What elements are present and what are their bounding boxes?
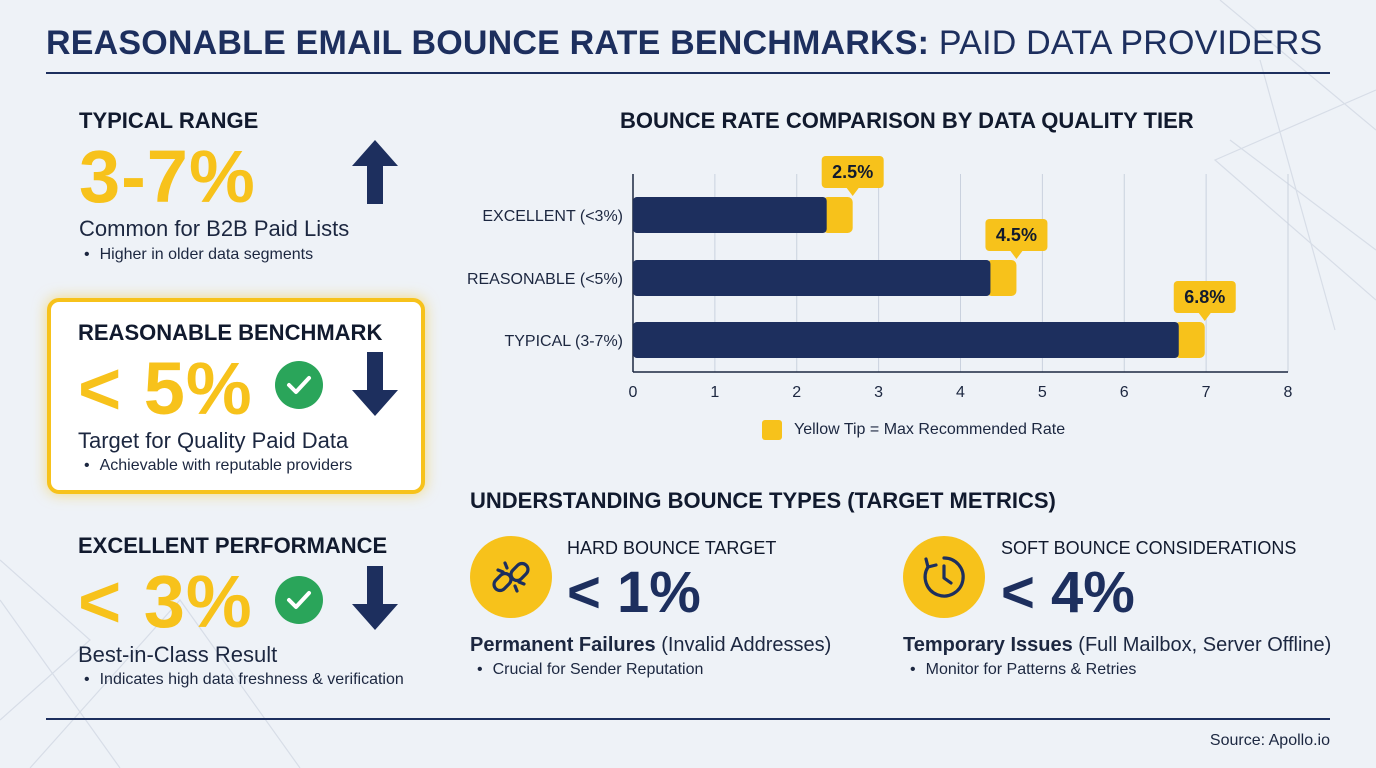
bar-tip bbox=[822, 197, 853, 233]
arrow-up-icon bbox=[352, 140, 398, 209]
excellent-performance-value: < 3% bbox=[78, 560, 253, 643]
reasonable-benchmark-value: < 5% bbox=[78, 347, 253, 430]
data-label: 6.8% bbox=[1184, 287, 1225, 307]
title-light: PAID DATA PROVIDERS bbox=[938, 24, 1323, 62]
x-tick-label: 0 bbox=[629, 384, 638, 401]
hard-bounce-bullet: Crucial for Sender Reputation bbox=[477, 661, 704, 679]
footer-divider bbox=[46, 718, 1330, 720]
reasonable-benchmark-heading: REASONABLE BENCHMARK bbox=[78, 320, 383, 345]
reasonable-benchmark-subtitle: Target for Quality Paid Data bbox=[78, 428, 349, 453]
x-tick-label: 4 bbox=[956, 384, 965, 401]
source-credit: Source: Apollo.io bbox=[1209, 732, 1330, 749]
clock-retry-icon bbox=[903, 536, 985, 618]
excellent-performance-bullet: Indicates high data freshness & verifica… bbox=[84, 671, 404, 689]
page-title: REASONABLE EMAIL BOUNCE RATE BENCHMARKS:… bbox=[46, 24, 1322, 63]
arrow-down-icon bbox=[352, 352, 398, 421]
data-label-pointer bbox=[1010, 251, 1023, 259]
excellent-performance-heading: EXCELLENT PERFORMANCE bbox=[78, 533, 388, 558]
x-tick-label: 5 bbox=[1038, 384, 1047, 401]
data-label: 2.5% bbox=[832, 162, 873, 182]
chart-title: BOUNCE RATE COMPARISON BY DATA QUALITY T… bbox=[620, 108, 1194, 133]
chart-legend: Yellow Tip = Max Recommended Rate bbox=[762, 420, 1065, 440]
data-label: 4.5% bbox=[996, 225, 1037, 245]
soft-bounce-label: SOFT BOUNCE CONSIDERATIONS bbox=[1001, 538, 1297, 558]
broken-link-icon bbox=[470, 536, 552, 618]
arrow-down-icon bbox=[352, 566, 398, 635]
bar-tip bbox=[1174, 322, 1205, 358]
hard-bounce-value: < 1% bbox=[567, 560, 701, 625]
soft-bounce-desc-bold: Temporary Issues bbox=[903, 634, 1073, 656]
excellent-performance-subtitle: Best-in-Class Result bbox=[78, 642, 278, 667]
soft-bounce-desc-rest: (Full Mailbox, Server Offline) bbox=[1078, 634, 1332, 656]
typical-range-subtitle: Common for B2B Paid Lists bbox=[79, 216, 350, 241]
x-tick-label: 1 bbox=[710, 384, 719, 401]
hard-bounce-label: HARD BOUNCE TARGET bbox=[567, 538, 777, 558]
data-label-pointer bbox=[846, 188, 859, 196]
hard-bounce-desc-rest: (Invalid Addresses) bbox=[661, 634, 832, 656]
title-divider bbox=[46, 72, 1330, 74]
data-label-bubble bbox=[1173, 281, 1236, 313]
x-tick-label: 7 bbox=[1202, 384, 1211, 401]
title-bold: REASONABLE EMAIL BOUNCE RATE BENCHMARKS: bbox=[46, 24, 930, 62]
category-label: TYPICAL (3-7%) bbox=[504, 333, 623, 350]
x-tick-label: 8 bbox=[1284, 384, 1293, 401]
category-label: REASONABLE (<5%) bbox=[467, 271, 623, 288]
x-tick-label: 2 bbox=[792, 384, 801, 401]
category-label: EXCELLENT (<3%) bbox=[482, 208, 623, 225]
data-label-pointer bbox=[1198, 313, 1211, 321]
bounce-types-heading: UNDERSTANDING BOUNCE TYPES (TARGET METRI… bbox=[470, 488, 1056, 513]
hard-bounce-desc-bold: Permanent Failures bbox=[470, 634, 656, 656]
bar bbox=[633, 322, 1179, 358]
bar bbox=[633, 260, 991, 296]
typical-range-value: 3-7% bbox=[79, 135, 256, 218]
legend-swatch bbox=[762, 420, 782, 440]
soft-bounce-bullet: Monitor for Patterns & Retries bbox=[910, 661, 1137, 679]
check-circle-icon bbox=[275, 576, 323, 624]
data-label-bubble bbox=[985, 219, 1048, 251]
data-label-bubble bbox=[821, 156, 884, 188]
x-tick-label: 6 bbox=[1120, 384, 1129, 401]
soft-bounce-value: < 4% bbox=[1001, 560, 1135, 625]
soft-bounce-description: Temporary Issues (Full Mailbox, Server O… bbox=[903, 634, 1331, 657]
bounce-rate-bar-chart: 0 1 2 3 4 5 6 7 8 EXCELLENT (<3%) 2.5% REASONABLE (… bbox=[467, 156, 1293, 401]
typical-range-bullet: Higher in older data segments bbox=[84, 246, 313, 264]
hard-bounce-description: Permanent Failures (Invalid Addresses) bbox=[470, 634, 831, 657]
legend-label: Yellow Tip = Max Recommended Rate bbox=[794, 421, 1066, 438]
typical-range-heading: TYPICAL RANGE bbox=[79, 108, 259, 133]
bar bbox=[633, 197, 827, 233]
reasonable-benchmark-bullet: Achievable with reputable providers bbox=[84, 457, 353, 475]
x-tick-label: 3 bbox=[874, 384, 883, 401]
bar-tip bbox=[986, 260, 1017, 296]
check-circle-icon bbox=[275, 361, 323, 409]
